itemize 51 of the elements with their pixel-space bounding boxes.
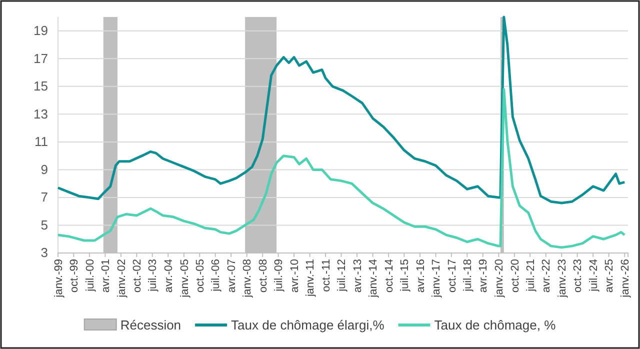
x-tick-label: oct.-14	[383, 259, 396, 293]
x-tick-label: janv.-02	[116, 259, 128, 298]
y-tick-label: 9	[40, 162, 48, 177]
y-tick-label: 3	[40, 245, 48, 260]
x-tick-label: juil.-15	[399, 259, 412, 292]
x-tick-label: oct.-05	[194, 259, 206, 293]
x-tick-label: oct.-11	[320, 259, 332, 292]
x-tick-label: janv.-99	[52, 259, 65, 298]
x-tick-label: oct.-08	[257, 259, 270, 293]
x-tick-label: juil.-06	[210, 259, 222, 292]
x-tick-label: avr.-10	[288, 259, 301, 293]
x-tick-label: avr.-04	[162, 259, 175, 293]
y-tick-label: 17	[34, 50, 48, 66]
legend-label: Taux de chômage élargi,%	[231, 318, 385, 333]
x-tick-label: juil.-09	[273, 259, 286, 292]
x-tick-label: juil.-24	[588, 259, 600, 292]
x-tick-label: janv.-17	[430, 259, 443, 298]
x-tick-label: oct.-02	[132, 259, 144, 293]
y-tick-label: 7	[40, 190, 48, 205]
legend-label: Taux de chômage, %	[434, 318, 556, 333]
x-tick-label: janv.-11	[304, 259, 317, 298]
x-tick-label: juil.-00	[84, 259, 96, 292]
x-tick-label: avr.-07	[226, 259, 238, 293]
y-tick-label: 19	[34, 23, 48, 38]
x-tick-label: janv.-05	[178, 259, 191, 298]
x-tick-label: oct.-23	[572, 259, 584, 293]
x-tick-label: oct.-17	[446, 259, 458, 293]
x-tick-label: janv.-14	[368, 259, 380, 298]
legend-label: Récession	[120, 318, 182, 333]
x-tick-label: janv.-20	[494, 259, 506, 298]
x-tick-label: juil.-21	[524, 259, 537, 292]
x-tick-label: juil.-03	[147, 259, 160, 292]
x-tick-label: juil.-18	[462, 259, 474, 292]
x-tick-label: avr.-22	[540, 259, 553, 293]
x-tick-label: oct.-20	[509, 259, 522, 293]
y-tick-label: 15	[34, 78, 48, 94]
x-tick-label: juil.-12	[336, 259, 348, 292]
y-tick-label: 5	[40, 217, 48, 232]
x-tick-label: janv.-08	[242, 259, 254, 298]
y-tick-label: 13	[34, 106, 48, 122]
x-tick-label: avr.-13	[352, 259, 364, 293]
x-tick-label: avr.-01	[100, 259, 112, 293]
y-tick-label: 11	[34, 134, 48, 150]
line-series	[56, 16, 626, 204]
line-series	[56, 88, 626, 249]
x-tick-label: avr.-25	[604, 259, 616, 293]
x-tick-label: janv.-23	[556, 259, 568, 298]
x-tick-label: oct.-99	[68, 259, 81, 293]
x-tick-label: avr.-16	[414, 259, 427, 293]
x-tick-label: avr.-19	[478, 259, 490, 293]
x-tick-label: janv.-26	[619, 259, 632, 298]
